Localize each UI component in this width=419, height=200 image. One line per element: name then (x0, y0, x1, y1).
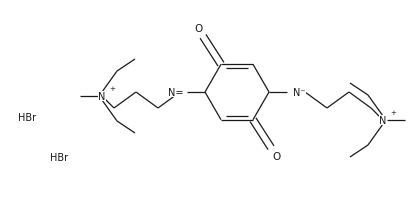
Text: O: O (272, 151, 280, 161)
Text: N=: N= (168, 88, 183, 98)
Text: +: + (109, 86, 115, 92)
Text: N: N (379, 115, 387, 125)
Text: O: O (194, 24, 202, 34)
Text: N⁻: N⁻ (293, 88, 305, 98)
Text: HBr: HBr (50, 152, 68, 162)
Text: +: + (390, 109, 396, 115)
Text: HBr: HBr (18, 112, 36, 122)
Text: N: N (98, 92, 106, 101)
